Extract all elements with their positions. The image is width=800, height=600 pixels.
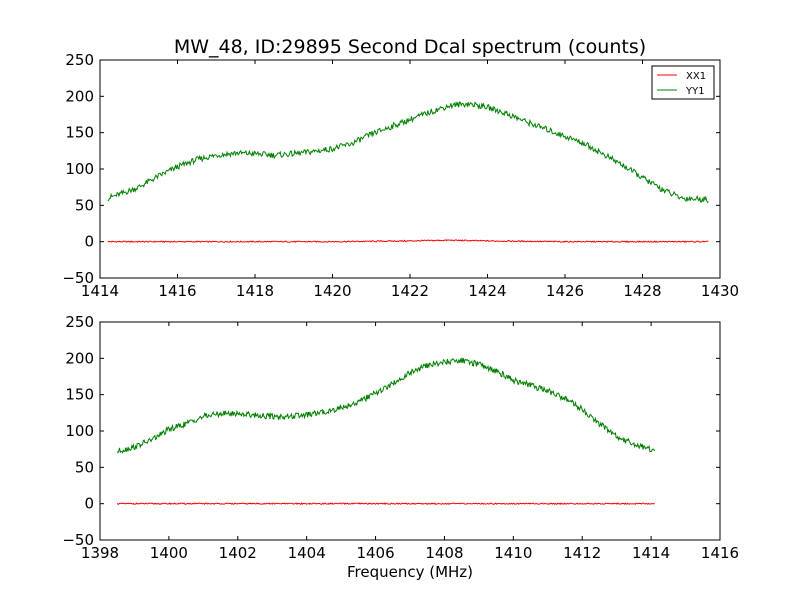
x-tick-label: 1416 xyxy=(701,544,739,562)
x-tick-label: 1430 xyxy=(701,282,739,300)
y-tick-label: 50 xyxy=(75,458,94,476)
x-tick-label: 1404 xyxy=(288,544,326,562)
y-tick-label: 150 xyxy=(65,386,94,404)
x-tick-label: 1402 xyxy=(219,544,257,562)
series-line-yy1 xyxy=(107,100,709,204)
x-tick-label: 1426 xyxy=(546,282,584,300)
x-tick-label: 1420 xyxy=(313,282,351,300)
x-tick-label: 1398 xyxy=(81,544,119,562)
bottom-panel: 1398 1400 1402 1404 1406 1408 1410 1412 1414 1416… xyxy=(62,313,739,562)
x-tick-label: 1406 xyxy=(356,544,394,562)
x-tick-label: 1400 xyxy=(150,544,188,562)
y-tick-label: 50 xyxy=(75,196,94,214)
x-tick-label: 1410 xyxy=(494,544,532,562)
top-panel: 1414 1416 1418 1420 1422 1424 1426 1428 1430 250 2… xyxy=(62,51,739,300)
series-line-trace-2 xyxy=(116,357,656,454)
y-tick-label: 200 xyxy=(65,87,94,105)
legend-label-xx1: XX1 xyxy=(686,71,706,82)
x-tick-label: 1422 xyxy=(391,282,429,300)
x-tick-label: 1424 xyxy=(468,282,506,300)
y-tick-label: −50 xyxy=(62,269,94,287)
y-tick-label: 0 xyxy=(84,233,94,251)
legend-label-yy1: YY1 xyxy=(685,86,705,97)
x-tick-label: 1414 xyxy=(632,544,670,562)
x-axis-label: Frequency (MHz) xyxy=(347,563,473,581)
y-tick-label: 200 xyxy=(65,349,94,367)
y-tick-label: 100 xyxy=(65,422,94,440)
x-tick-label: 1418 xyxy=(236,282,274,300)
x-tick-label: 1412 xyxy=(563,544,601,562)
chart-title: MW_48, ID:29895 Second Dcal spectrum (co… xyxy=(174,36,646,58)
x-tick-label: 1408 xyxy=(425,544,463,562)
y-tick-label: −50 xyxy=(62,531,94,549)
y-tick-label: 250 xyxy=(65,313,94,331)
x-tick-label: 1416 xyxy=(158,282,196,300)
x-tick-label: 1414 xyxy=(81,282,119,300)
x-tick-label: 1428 xyxy=(623,282,661,300)
y-tick-label: 250 xyxy=(65,51,94,69)
y-tick-label: 150 xyxy=(65,124,94,142)
series-line-trace-1 xyxy=(116,502,655,506)
series-line-xx1 xyxy=(107,239,709,244)
legend-box xyxy=(651,65,715,100)
y-tick-label: 100 xyxy=(65,160,94,178)
y-tick-label: 0 xyxy=(84,495,94,513)
